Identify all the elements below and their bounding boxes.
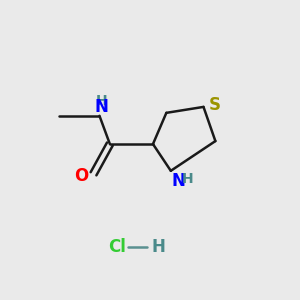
Text: O: O <box>74 167 88 185</box>
Text: N: N <box>172 172 186 190</box>
Text: H: H <box>152 238 165 256</box>
Text: S: S <box>209 96 221 114</box>
Text: H: H <box>182 172 194 186</box>
Text: N: N <box>95 98 109 116</box>
Text: Cl: Cl <box>108 238 126 256</box>
Text: H: H <box>96 94 108 108</box>
